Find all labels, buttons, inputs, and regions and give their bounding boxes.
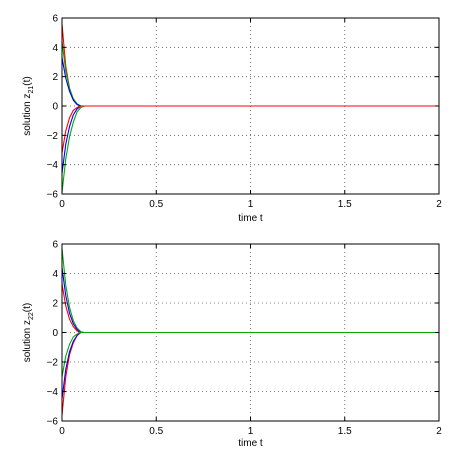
y-tick-label: −2 <box>47 358 59 369</box>
y-tick-label: −6 <box>47 190 59 201</box>
x-tick-label: 0.5 <box>149 426 163 437</box>
y-tick-label: −4 <box>47 160 59 171</box>
series-group <box>61 23 439 193</box>
y-tick-label: 4 <box>52 269 58 280</box>
chart-panel-bottom: 0 0.5 1 1.5 2 −6 −4 −2 0 2 4 6 time t solution z22(t) <box>22 240 442 450</box>
x-tick-label: 0 <box>59 199 65 210</box>
y-tick-label: 6 <box>52 14 58 25</box>
x-tick-label: 1 <box>248 199 254 210</box>
y-tick-label: 0 <box>52 328 58 339</box>
y-tick-label: 6 <box>52 240 58 251</box>
x-tick-label: 0.5 <box>149 199 163 210</box>
x-tick-label: 1.5 <box>338 426 352 437</box>
y-tick-label: −6 <box>47 417 59 428</box>
x-tick-label: 2 <box>436 426 442 437</box>
series-line-6 <box>61 331 439 377</box>
chart-panel-top: 0 0.5 1 1.5 2 −6 −4 −2 0 2 4 6 time t solution z21(t) <box>22 14 442 225</box>
y-tick-label: 0 <box>52 102 58 113</box>
x-tick-label: 2 <box>436 199 442 210</box>
x-tick-label: 1 <box>248 426 254 437</box>
x-tick-label: 0 <box>59 426 65 437</box>
series-line-6 <box>61 105 439 154</box>
y-tick-label: 2 <box>52 299 58 310</box>
x-axis-label: time t <box>238 213 263 224</box>
series-group <box>61 248 439 416</box>
x-tick-label: 1.5 <box>338 199 352 210</box>
y-tick-label: 2 <box>52 72 58 83</box>
y-axis-label: solution z22(t) <box>22 303 35 363</box>
x-axis-label: time t <box>238 438 263 449</box>
y-tick-label: −2 <box>47 131 59 142</box>
y-tick-label: −4 <box>47 387 59 398</box>
y-tick-label: 4 <box>52 43 58 54</box>
y-axis-label: solution z21(t) <box>22 76 35 136</box>
